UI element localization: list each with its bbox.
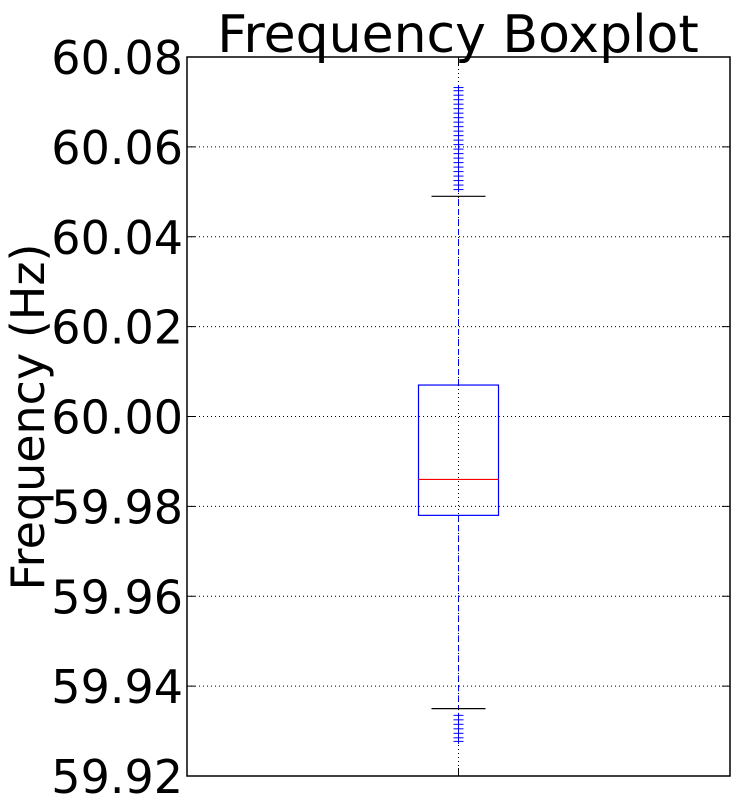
- interquartile-box: [417, 384, 500, 516]
- y-axis-label: Frequency (Hz): [1, 244, 55, 591]
- fliers: [453, 85, 464, 744]
- y-tick-label: 59.92: [51, 750, 183, 804]
- y-tick-label: 60.00: [51, 391, 183, 445]
- y-tick-label: 60.06: [51, 121, 183, 175]
- y-axis-ticks: 59.92 59.94 59.96 59.98 60.00 60.02 60.04 60.06…: [51, 31, 730, 804]
- y-tick-label: 59.94: [51, 660, 183, 714]
- y-tick-label: 59.98: [51, 480, 183, 534]
- y-tick-label: 60.02: [51, 301, 183, 355]
- y-tick-label: 59.96: [51, 570, 183, 624]
- y-tick-label: 60.08: [51, 31, 183, 85]
- chart-title: Frequency Boxplot: [217, 5, 698, 65]
- box-element: [417, 195, 500, 710]
- y-tick-label: 60.04: [51, 211, 183, 265]
